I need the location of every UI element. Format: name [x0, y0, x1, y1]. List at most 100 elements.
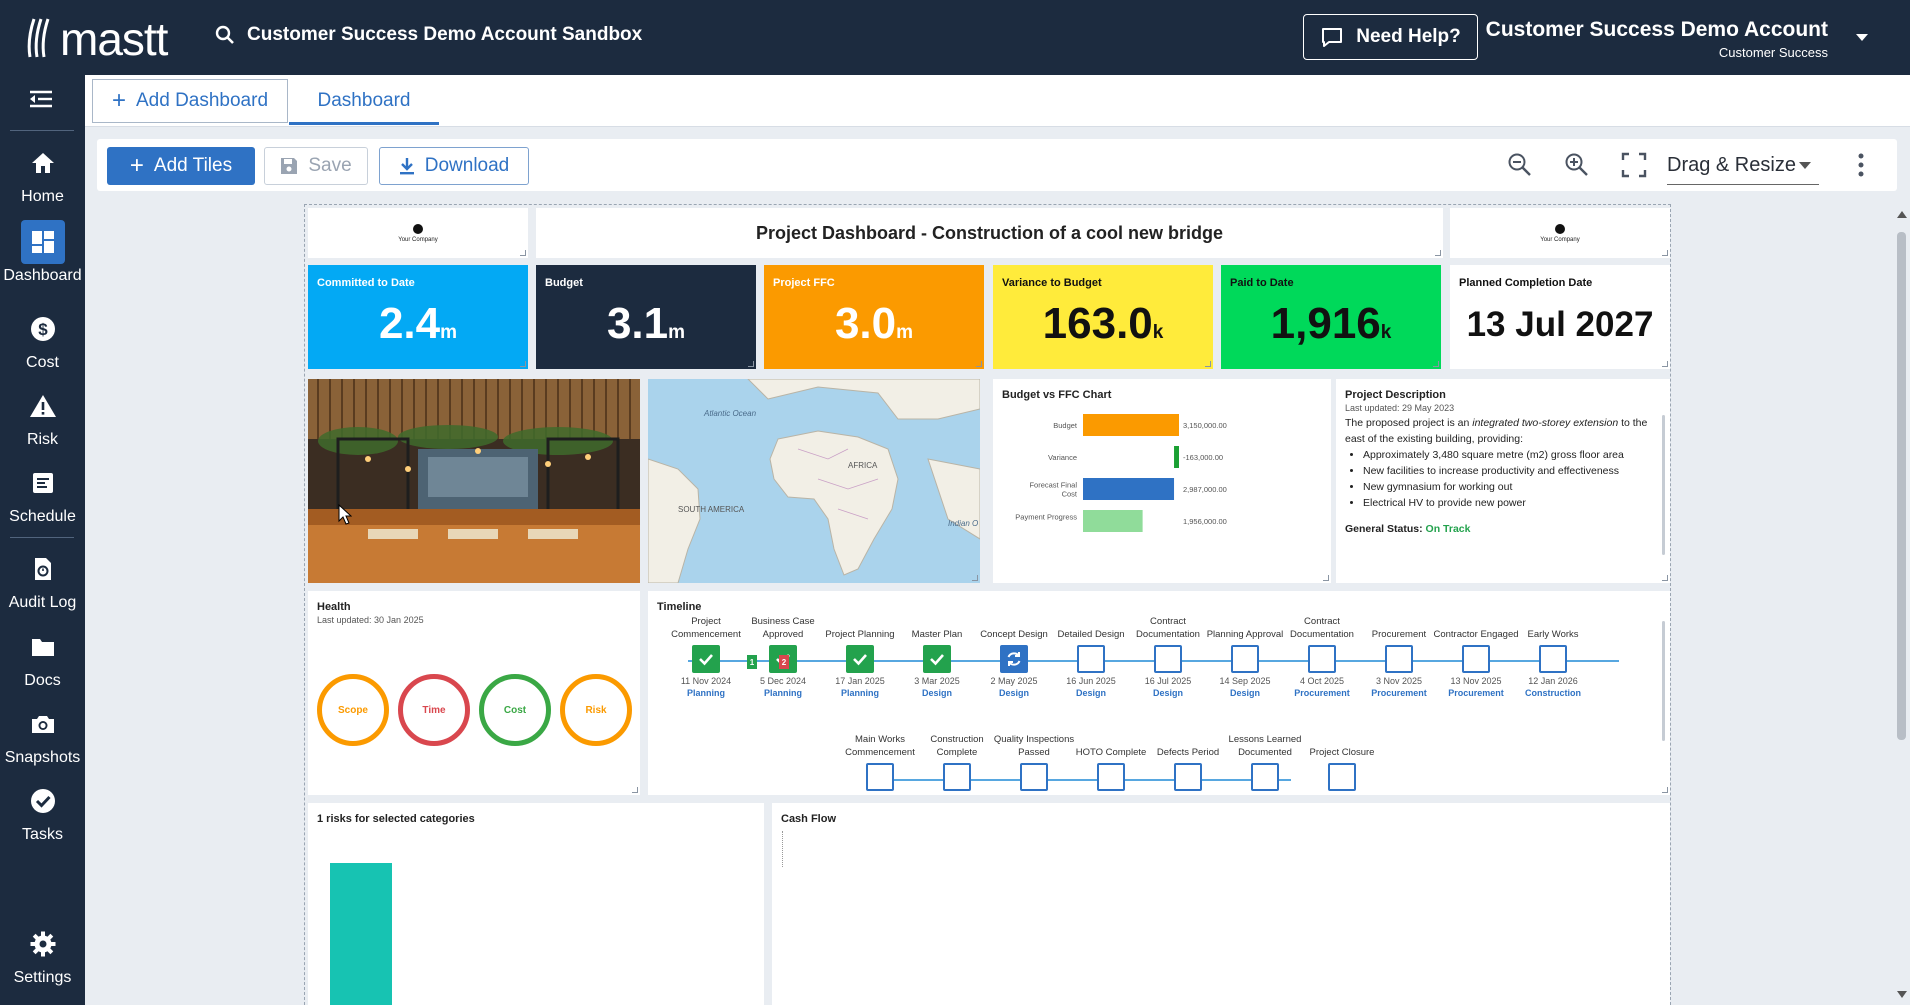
kpi-committed-to-date[interactable]: Committed to Date 2.4m [308, 265, 528, 369]
health-ring-time[interactable]: Time [398, 674, 470, 746]
milestone-status-box[interactable] [692, 645, 720, 673]
milestone-status-box[interactable] [1174, 763, 1202, 791]
resize-handle[interactable] [1662, 575, 1668, 581]
resize-handle[interactable] [1662, 361, 1668, 367]
mastt-logo[interactable]: mastt [26, 12, 168, 66]
kpi-budget[interactable]: Budget 3.1m [536, 265, 756, 369]
resize-handle[interactable] [748, 361, 754, 367]
sidebar-item-audit-log[interactable]: Audit Log [0, 547, 85, 612]
collapse-menu-icon[interactable] [28, 88, 56, 110]
milestone-status-box[interactable] [1385, 645, 1413, 673]
sidebar-item-cost[interactable]: $ Cost [0, 307, 85, 372]
timeline-milestone[interactable]: Defects Period [1143, 719, 1233, 794]
resize-handle[interactable] [1435, 250, 1441, 256]
timeline-milestone[interactable]: Project Planning 17 Jan 2025 Planning [815, 613, 905, 698]
health-tile[interactable]: Health Last updated: 30 Jan 2025 Scope T… [308, 591, 640, 795]
sidebar-item-tasks[interactable]: Tasks [0, 779, 85, 844]
chevron-down-icon[interactable] [1856, 34, 1868, 41]
company-logo-tile-left[interactable]: Your Company [308, 208, 528, 258]
timeline-milestone[interactable]: Concept Design 2 May 2025 Design [969, 613, 1059, 698]
kpi-variance-to-budget[interactable]: Variance to Budget 163.0k [993, 265, 1213, 369]
resize-handle[interactable] [1205, 361, 1211, 367]
resize-handle[interactable] [976, 361, 982, 367]
sidebar-item-dashboard[interactable]: Dashboard [0, 220, 85, 285]
budget-vs-ffc-chart-tile[interactable]: Budget vs FFC Chart Budget 3,150,000.00 Va… [993, 379, 1331, 583]
sidebar-item-docs[interactable]: Docs [0, 625, 85, 690]
milestone-status-box[interactable] [1020, 763, 1048, 791]
add-dashboard-button[interactable]: + Add Dashboard [92, 79, 288, 123]
resize-handle[interactable] [1323, 575, 1329, 581]
kpi-project-ffc[interactable]: Project FFC 3.0m [764, 265, 984, 369]
milestone-status-box[interactable] [1539, 645, 1567, 673]
timeline-tile[interactable]: Timeline Project Commencement 11 Nov 2024… [648, 591, 1670, 795]
milestone-status-box[interactable] [1097, 763, 1125, 791]
milestone-status-box[interactable] [1328, 763, 1356, 791]
resize-handle[interactable] [520, 361, 526, 367]
milestone-status-box[interactable] [846, 645, 874, 673]
timeline-milestone[interactable]: Contractor Engaged 13 Nov 2025 Procurement [1431, 613, 1521, 698]
health-ring-scope[interactable]: Scope [317, 674, 389, 746]
dashboard-title-tile[interactable]: Project Dashboard - Construction of a co… [536, 208, 1443, 258]
milestone-status-box[interactable] [1077, 645, 1105, 673]
more-vertical-icon[interactable] [1857, 152, 1865, 178]
kpi-planned-completion-date[interactable]: Planned Completion Date 13 Jul 2027 [1450, 265, 1670, 369]
page-scrollbar[interactable] [1893, 204, 1910, 1005]
timeline-milestone[interactable]: Early Works 12 Jan 2026 Construction [1508, 613, 1598, 698]
timeline-milestone[interactable]: Contract Documentation 4 Oct 2025 Procurem… [1277, 613, 1367, 698]
sidebar-item-settings[interactable]: Settings [0, 922, 85, 987]
milestone-status-box[interactable] [1000, 645, 1028, 673]
resize-handle[interactable] [520, 250, 526, 256]
milestone-status-box[interactable] [1231, 645, 1259, 673]
scroll-up-arrow[interactable] [1897, 211, 1907, 218]
scrollbar[interactable] [1662, 415, 1665, 555]
timeline-milestone[interactable]: HOTO Complete [1066, 719, 1156, 794]
sidebar-item-snapshots[interactable]: Snapshots [0, 702, 85, 767]
timeline-milestone[interactable]: Procurement 3 Nov 2025 Procurement [1354, 613, 1444, 698]
project-selector[interactable]: Customer Success Demo Account Sandbox [215, 24, 642, 46]
health-ring-cost[interactable]: Cost [479, 674, 551, 746]
risks-chart-tile[interactable]: 1 risks for selected categories [308, 803, 764, 1005]
project-photo-tile[interactable] [308, 379, 640, 583]
project-map-tile[interactable]: Atlantic Ocean AFRICA SOUTH AMERICA Indi… [648, 379, 980, 583]
fullscreen-icon[interactable] [1621, 152, 1647, 178]
timeline-milestone[interactable]: Project Closure [1297, 719, 1387, 794]
scroll-down-arrow[interactable] [1897, 991, 1907, 998]
timeline-milestone[interactable]: Construction Complete [912, 719, 1002, 794]
health-ring-risk[interactable]: Risk [560, 674, 632, 746]
timeline-milestone[interactable]: Planning Approval 14 Sep 2025 Design [1200, 613, 1290, 698]
scrollbar[interactable] [1662, 621, 1665, 741]
timeline-milestone[interactable]: Project Commencement 11 Nov 2024 Planning [661, 613, 751, 698]
milestone-status-box[interactable] [1462, 645, 1490, 673]
resize-handle[interactable] [632, 787, 638, 793]
milestone-status-box[interactable] [943, 763, 971, 791]
timeline-milestone[interactable]: Detailed Design 16 Jun 2025 Design [1046, 613, 1136, 698]
timeline-milestone[interactable]: Master Plan 3 Mar 2025 Design [892, 613, 982, 698]
save-button[interactable]: Save [264, 147, 368, 185]
timeline-milestone[interactable]: Lessons Learned Documented [1220, 719, 1310, 794]
resize-handle[interactable] [1662, 787, 1668, 793]
account-menu[interactable]: Customer Success Demo Account Customer S… [1486, 18, 1828, 60]
layout-mode-select[interactable]: Drag & Resize [1667, 147, 1819, 185]
timeline-milestone[interactable]: Contract Documentation 16 Jul 2025 Design [1123, 613, 1213, 698]
sidebar-item-risk[interactable]: Risk [0, 384, 85, 449]
need-help-button[interactable]: Need Help? [1303, 14, 1478, 60]
scrollbar-thumb[interactable] [1897, 232, 1906, 740]
milestone-status-box[interactable] [923, 645, 951, 673]
sidebar-item-home[interactable]: Home [0, 141, 85, 206]
company-logo-tile-right[interactable]: Your Company [1450, 208, 1670, 258]
cash-flow-tile[interactable]: Cash Flow [772, 803, 1670, 1005]
zoom-in-icon[interactable] [1564, 152, 1590, 178]
milestone-status-box[interactable] [1251, 763, 1279, 791]
sidebar-item-schedule[interactable]: Schedule [0, 461, 85, 526]
add-tiles-button[interactable]: + Add Tiles [107, 147, 255, 185]
tab-dashboard[interactable]: Dashboard [289, 79, 439, 125]
zoom-out-icon[interactable] [1507, 152, 1533, 178]
timeline-milestone[interactable]: Quality Inspections Passed [989, 719, 1079, 794]
download-button[interactable]: Download [379, 147, 529, 185]
project-description-tile[interactable]: Project Description Last updated: 29 May… [1336, 379, 1670, 583]
milestone-status-box[interactable] [1154, 645, 1182, 673]
milestone-status-box[interactable] [866, 763, 894, 791]
resize-handle[interactable] [1662, 250, 1668, 256]
timeline-milestone[interactable]: Main Works Commencement [835, 719, 925, 794]
kpi-paid-to-date[interactable]: Paid to Date 1,916k [1221, 265, 1441, 369]
